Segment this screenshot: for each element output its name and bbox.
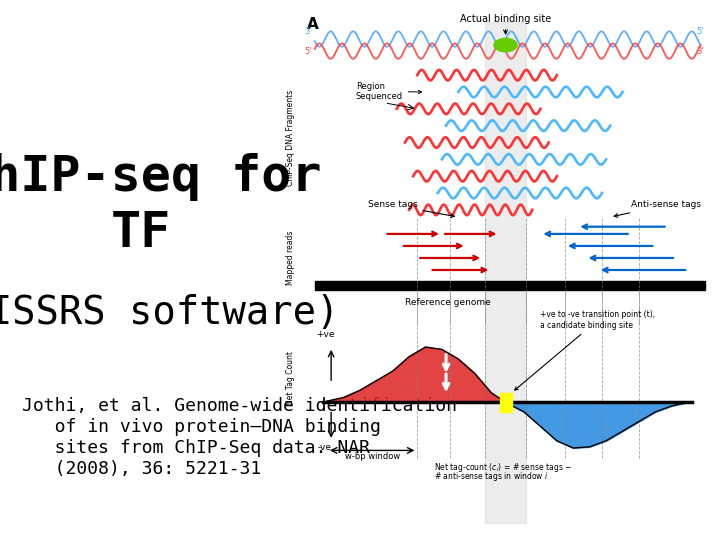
Text: +ve: +ve [316,330,334,339]
Text: 5': 5' [305,46,312,56]
Text: Anti-sense tags: Anti-sense tags [614,200,701,217]
Text: A: A [307,17,318,32]
Circle shape [494,38,517,52]
Text: 3': 3' [696,46,704,56]
Bar [485,22,526,523]
Text: # anti-sense tags in window $i$: # anti-sense tags in window $i$ [433,470,548,483]
Text: ChIP-seq for
TF: ChIP-seq for TF [0,153,321,257]
Text: Sense tags: Sense tags [368,200,454,218]
Text: Reference genome: Reference genome [405,298,491,307]
Text: Jothi, et al. Genome-wide identification
   of in vivo protein–DNA binding
   si: Jothi, et al. Genome-wide identification… [22,397,456,477]
Bar [315,281,705,291]
Bar [500,393,512,412]
Text: Net tag-count $(c_i)$ = # sense tags $-$: Net tag-count $(c_i)$ = # sense tags $-$ [433,461,572,474]
Text: -ve: -ve [318,443,332,453]
Text: ChIP-Seq DNA Fragments: ChIP-Seq DNA Fragments [286,90,294,186]
Text: (SISSRS software): (SISSRS software) [0,294,339,332]
Text: w-bp window: w-bp window [345,452,400,461]
Text: +ve to -ve transition point (t),
a candidate binding site: +ve to -ve transition point (t), a candi… [515,310,655,390]
Text: Mapped reads: Mapped reads [286,231,294,285]
Text: Actual binding site: Actual binding site [460,14,552,34]
Text: Region
Sequenced: Region Sequenced [356,82,422,101]
Text: 3': 3' [305,28,312,36]
Text: 5': 5' [696,28,704,36]
Text: Net Tag Count: Net Tag Count [286,351,294,405]
